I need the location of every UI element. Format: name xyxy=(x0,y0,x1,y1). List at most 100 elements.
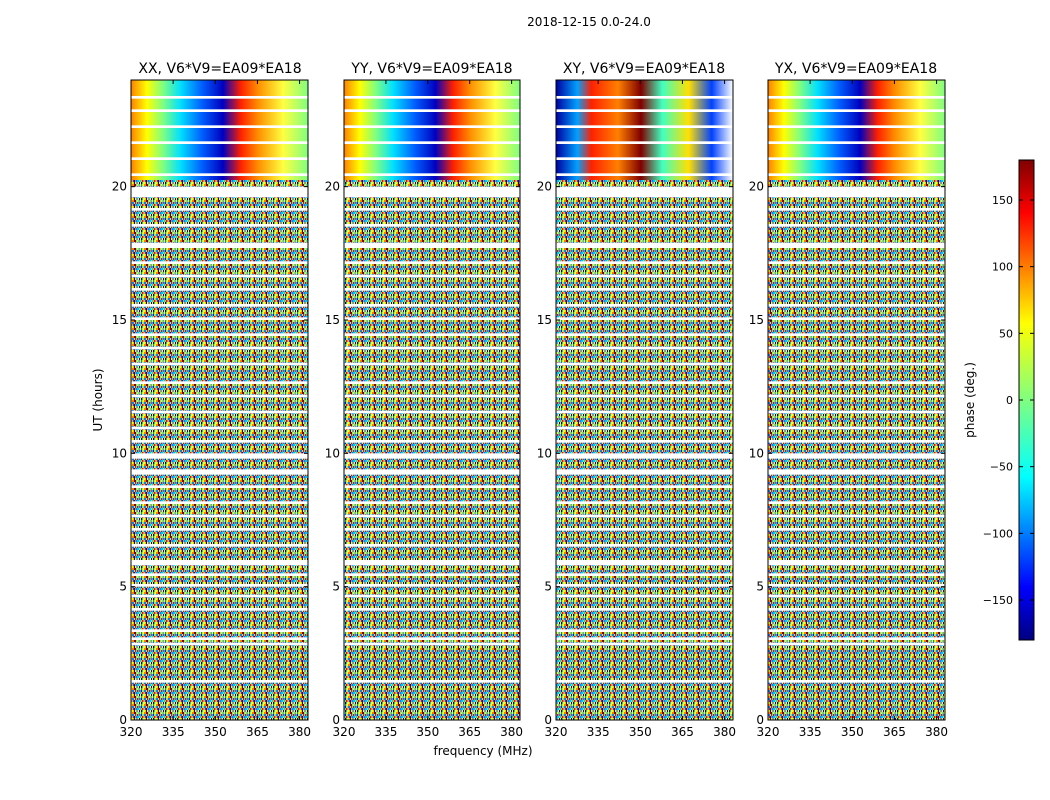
flagged-row xyxy=(344,96,520,99)
flagged-row xyxy=(131,208,308,211)
y-tick-label: 0 xyxy=(119,713,127,727)
flagged-row xyxy=(556,346,733,350)
flagged-row xyxy=(768,440,945,443)
heatmap-area xyxy=(344,80,520,720)
panel-title: YX, V6*V9=EA09*EA18 xyxy=(774,61,937,77)
flagged-row xyxy=(768,317,945,320)
flagged-row xyxy=(768,573,945,576)
y-tick-label: 20 xyxy=(112,180,127,194)
flagged-row xyxy=(556,501,733,504)
flagged-row xyxy=(344,381,520,384)
y-tick-label: 10 xyxy=(112,446,127,460)
y-ticks: 0 5 10 15 20 xyxy=(749,180,945,727)
flagged-row xyxy=(768,346,945,350)
flagged-row xyxy=(131,584,308,587)
panel-xx: XX, V6*V9=EA09*EA18 320 335 350 365 380 0 5 10… xyxy=(112,61,311,739)
flagged-row xyxy=(556,317,733,320)
x-tick-label: 350 xyxy=(416,725,439,739)
panel-frame xyxy=(343,79,521,721)
y-ticks: 0 5 10 15 20 xyxy=(537,180,733,727)
flagged-row xyxy=(344,544,520,547)
x-tick-label: 365 xyxy=(671,725,694,739)
y-ticks: 0 5 10 15 20 xyxy=(325,180,520,727)
x-tick-label: 350 xyxy=(204,725,227,739)
flagged-row xyxy=(768,426,945,430)
flagged-row xyxy=(131,440,308,443)
flagged-row xyxy=(344,141,520,144)
flagged-row xyxy=(768,453,945,459)
colorbar-tick-label: 0 xyxy=(1006,394,1013,407)
y-tick-label: 15 xyxy=(325,313,340,327)
x-ticks: 320 335 350 365 380 xyxy=(545,80,736,739)
flagged-row xyxy=(344,469,520,475)
flagged-row xyxy=(556,485,733,488)
flagged-row xyxy=(556,514,733,518)
flagged-row xyxy=(344,680,520,683)
flagged-row xyxy=(344,224,520,227)
panel-yy: YY, V6*V9=EA09*EA18 320 335 350 365 380 0 5 10… xyxy=(325,61,523,739)
flagged-row xyxy=(344,362,520,366)
figure-title: 2018-12-15 0.0-24.0 xyxy=(527,15,651,29)
flagged-row xyxy=(768,608,945,611)
flagged-row xyxy=(344,109,520,112)
colorbar-label: phase (deg.) xyxy=(963,362,977,438)
flagged-row xyxy=(131,141,308,144)
flagged-row xyxy=(131,410,308,414)
flagged-row xyxy=(344,288,520,291)
y-tick-label: 0 xyxy=(332,713,340,727)
flagged-row xyxy=(556,208,733,211)
flagged-row xyxy=(556,141,733,144)
x-tick-label: 335 xyxy=(799,725,822,739)
x-tick-label: 380 xyxy=(500,725,523,739)
coherent-phase-band xyxy=(768,80,945,180)
flagged-row xyxy=(131,304,308,307)
flagged-row xyxy=(556,560,733,566)
flagged-row xyxy=(131,125,308,128)
flagged-row xyxy=(344,594,520,598)
colorbar-tick-label: −150 xyxy=(983,594,1013,607)
flagged-row xyxy=(768,629,945,632)
coherent-phase-band xyxy=(131,80,308,180)
y-tick-label: 0 xyxy=(544,713,552,727)
flagged-row xyxy=(768,186,945,198)
flagged-row xyxy=(768,261,945,264)
flagged-row xyxy=(556,608,733,611)
y-tick-label: 15 xyxy=(112,313,127,327)
flagged-row xyxy=(131,453,308,459)
x-ticks: 320 335 350 365 380 xyxy=(120,80,311,739)
flagged-row xyxy=(131,544,308,547)
flagged-row xyxy=(344,125,520,128)
flagged-row xyxy=(131,394,308,398)
flagged-row xyxy=(768,469,945,475)
y-tick-label: 20 xyxy=(325,180,340,194)
flagged-row xyxy=(131,362,308,366)
panel-title: XY, V6*V9=EA09*EA18 xyxy=(563,61,725,77)
flagged-row xyxy=(556,440,733,443)
flagged-row xyxy=(768,208,945,211)
flagged-row xyxy=(556,594,733,598)
y-tick-label: 10 xyxy=(537,446,552,460)
flagged-row xyxy=(556,680,733,683)
x-tick-label: 365 xyxy=(883,725,906,739)
flagged-row xyxy=(768,242,945,248)
panel-frame xyxy=(555,79,734,721)
flagged-row xyxy=(131,528,308,531)
flagged-row xyxy=(556,410,733,414)
panel-title: XX, V6*V9=EA09*EA18 xyxy=(138,61,301,77)
x-tick-label: 365 xyxy=(246,725,269,739)
flagged-row xyxy=(556,573,733,576)
flagged-row xyxy=(344,304,520,307)
flagged-row xyxy=(131,224,308,227)
flagged-row xyxy=(556,186,733,198)
flagged-row xyxy=(131,637,308,640)
y-tick-label: 0 xyxy=(756,713,764,727)
flagged-row xyxy=(344,608,520,611)
colorbar-tick-label: −100 xyxy=(983,527,1013,540)
flagged-row xyxy=(768,485,945,488)
x-tick-label: 380 xyxy=(713,725,736,739)
flagged-row xyxy=(556,544,733,547)
x-tick-label: 320 xyxy=(120,725,143,739)
flagged-row xyxy=(131,173,308,176)
y-tick-label: 5 xyxy=(544,580,552,594)
